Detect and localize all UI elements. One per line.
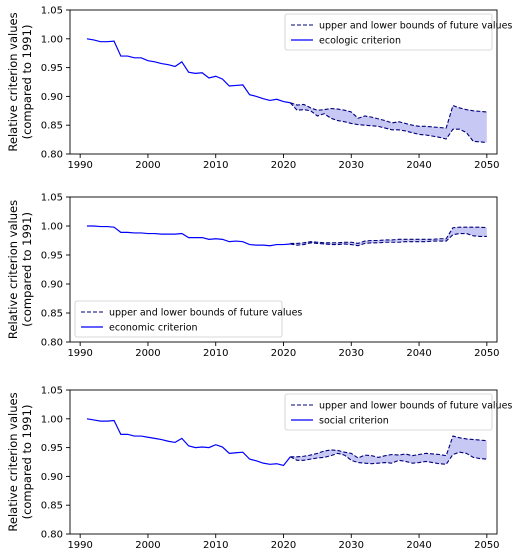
x-tick-label: 2050 <box>474 160 499 171</box>
legend-box <box>284 13 493 51</box>
bounds-fill-area <box>290 227 487 246</box>
y-tick-label: 1.00 <box>41 414 63 425</box>
x-tick-label: 2020 <box>271 540 296 550</box>
y-tick-label: 0.90 <box>41 280 63 291</box>
x-tick-label: 2010 <box>203 348 228 359</box>
y-axis-label-line2: (compared to 1991) <box>20 25 34 140</box>
y-tick-label: 1.05 <box>41 6 63 17</box>
chart-panel-3: 1990 2000 2010 2020 2030 2040 2050 0.80 0.85 0.90… <box>6 386 512 550</box>
y-tick-label: 0.90 <box>41 92 63 103</box>
lower-bound-line <box>290 232 487 247</box>
x-tick-label: 2000 <box>135 540 160 550</box>
x-tick-label: 1990 <box>67 540 92 550</box>
y-tick-label: 0.80 <box>41 338 63 349</box>
legend-bounds-label: upper and lower bounds of future values <box>319 401 512 412</box>
y-tick-label: 1.05 <box>41 193 63 204</box>
legend-criterion-label: ecologic criterion <box>319 36 401 47</box>
lower-bound-line <box>290 451 487 465</box>
y-axis-label-line1: Relative criterion values <box>6 392 20 531</box>
upper-bound-line <box>290 435 487 459</box>
legend-criterion-label: social criterion <box>319 416 389 427</box>
x-tick-label: 2000 <box>135 348 160 359</box>
criterion-line <box>86 38 291 104</box>
x-tick-label: 2040 <box>406 348 431 359</box>
y-axis-label-line1: Relative criterion values <box>6 12 20 151</box>
legend: upper and lower bounds of future values e… <box>74 300 302 338</box>
x-tick-label: 2010 <box>203 160 228 171</box>
y-tick-label: 1.00 <box>41 222 63 233</box>
y-tick-label: 0.85 <box>41 501 63 512</box>
legend: upper and lower bounds of future values s… <box>284 393 512 431</box>
x-tick-label: 2030 <box>339 540 364 550</box>
x-tick-label: 2030 <box>339 348 364 359</box>
x-tick-label: 2030 <box>339 160 364 171</box>
y-tick-label: 0.95 <box>41 63 63 74</box>
criterion-line <box>86 418 291 467</box>
y-tick-label: 0.80 <box>41 150 63 161</box>
y-tick-label: 0.85 <box>41 309 63 320</box>
x-tick-label: 1990 <box>67 348 92 359</box>
x-tick-label: 2000 <box>135 160 160 171</box>
chart-panel-1: 1990 2000 2010 2020 2030 2040 2050 0.80 0.85 0.90… <box>6 6 512 172</box>
bounds-fill-area <box>290 102 487 143</box>
bounds-fill-area <box>290 436 487 465</box>
x-tick-label: 2010 <box>203 540 228 550</box>
y-tick-label: 0.95 <box>41 443 63 454</box>
x-tick-label: 2020 <box>271 160 296 171</box>
y-tick-label: 0.95 <box>41 251 63 262</box>
chart-panel-2: 1990 2000 2010 2020 2030 2040 2050 0.80 0.85 0.90… <box>6 193 500 360</box>
y-tick-label: 1.00 <box>41 34 63 45</box>
legend-box <box>74 300 283 338</box>
legend-box <box>284 393 493 431</box>
legend-criterion-label: economic criterion <box>109 323 198 334</box>
x-tick-label: 2020 <box>271 348 296 359</box>
x-tick-label: 2050 <box>474 348 499 359</box>
x-tick-label: 2050 <box>474 540 499 550</box>
criterion-line <box>86 225 291 247</box>
y-axis-label-line2: (compared to 1991) <box>20 405 34 520</box>
y-tick-label: 0.80 <box>41 530 63 541</box>
legend: upper and lower bounds of future values e… <box>284 13 512 51</box>
y-tick-label: 1.05 <box>41 386 63 397</box>
y-axis-label-line1: Relative criterion values <box>6 200 20 339</box>
y-axis-label-line2: (compared to 1991) <box>20 212 34 327</box>
legend-bounds-label: upper and lower bounds of future values <box>319 21 512 32</box>
x-tick-label: 2040 <box>406 540 431 550</box>
x-tick-label: 2040 <box>406 160 431 171</box>
upper-bound-line <box>290 226 487 244</box>
upper-bound-line <box>290 102 487 129</box>
y-tick-label: 0.85 <box>41 121 63 132</box>
x-tick-label: 1990 <box>67 160 92 171</box>
legend-bounds-label: upper and lower bounds of future values <box>109 308 302 319</box>
y-tick-label: 0.90 <box>41 472 63 483</box>
lower-bound-line <box>289 102 487 144</box>
